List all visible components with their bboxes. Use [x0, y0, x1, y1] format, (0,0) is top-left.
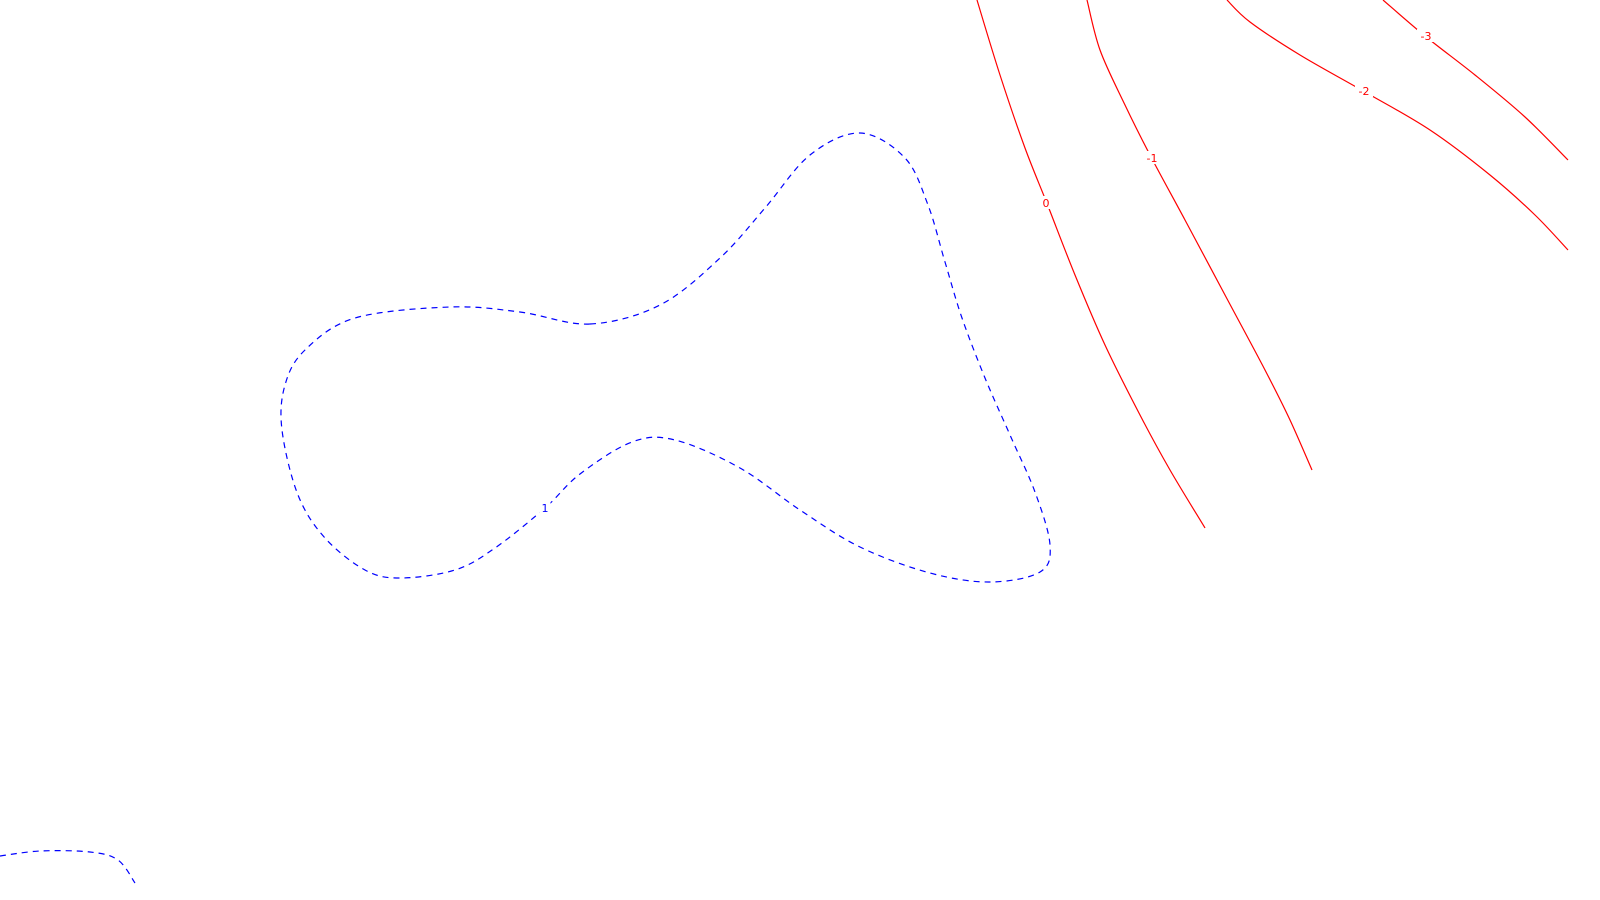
contour-label-background-level-0 — [1040, 196, 1052, 209]
contour-line-level--1-segment-1 — [1086, 0, 1313, 471]
contour-line-level-0-segment-1 — [976, 0, 1206, 529]
contour-lines — [0, 0, 1569, 884]
contour-label-level-0: 0 — [1043, 197, 1050, 210]
contour-label-background-level--1 — [1143, 151, 1161, 164]
contour-label-level-1: 1 — [542, 502, 549, 515]
contour-line-level--2-segment-1 — [1226, 0, 1569, 251]
contour-label-background-level-1 — [539, 501, 551, 514]
contour-label-level--2: -2 — [1359, 85, 1370, 98]
contour-label-level--3: -3 — [1421, 30, 1432, 43]
contour-line-level-1-segment-1 — [280, 132, 1051, 583]
contour-line-level--3-segment-1 — [1382, 0, 1569, 161]
contour-line-level-1-segment-2 — [0, 850, 136, 884]
contour-labels: 1 0 -1 -2 -3 — [539, 29, 1435, 515]
contour-label-background-level--2 — [1355, 84, 1373, 97]
contour-label-level--1: -1 — [1147, 152, 1158, 165]
contour-label-background-level--3 — [1417, 29, 1435, 42]
